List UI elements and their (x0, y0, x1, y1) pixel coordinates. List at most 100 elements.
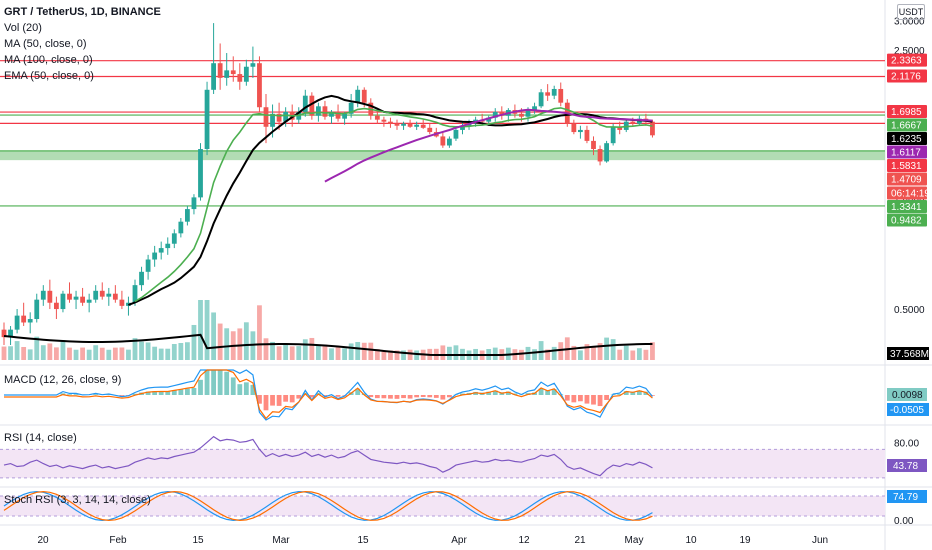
candle-body (420, 124, 426, 128)
candle-body (519, 113, 524, 117)
candle-body (224, 70, 230, 78)
volume-bar (414, 350, 420, 360)
candle-body (270, 113, 275, 127)
candle-body (630, 121, 636, 124)
volume-bar (257, 305, 262, 360)
candle-body (578, 129, 583, 133)
candle-body (584, 129, 590, 141)
volume-bar (636, 348, 642, 360)
time-tick-label: 20 (37, 535, 49, 546)
price-label-text: 1.6667 (891, 121, 922, 132)
macd-histogram-bar (597, 395, 603, 407)
volume-bar (165, 348, 171, 360)
macd-value-box (887, 388, 927, 401)
macd-histogram-bar (407, 395, 413, 399)
candle-body (610, 126, 616, 144)
volume-bar (322, 344, 328, 360)
volume-bar (8, 346, 13, 360)
macd-histogram-bar (388, 395, 393, 399)
macd-histogram-bar (152, 391, 158, 395)
macd-histogram-bar (73, 394, 79, 395)
volume-bar (237, 328, 243, 360)
candle-body (486, 117, 492, 122)
macd-histogram-bar (473, 391, 478, 395)
candle-body (119, 299, 125, 306)
macd-histogram-bar (178, 389, 184, 395)
candle-body (165, 243, 171, 249)
macd-histogram-bar (617, 394, 623, 395)
candle-body (8, 329, 13, 338)
candle-body (388, 121, 393, 124)
volume-bar (21, 347, 27, 360)
price-label-box (887, 159, 927, 173)
volume-bar (112, 347, 118, 360)
candle-body (604, 143, 609, 162)
macd-histogram-bar (623, 391, 629, 395)
candle-body (394, 123, 400, 126)
candle-body (27, 319, 33, 323)
macd-histogram-bar (420, 395, 426, 397)
volume-bar (519, 349, 524, 360)
price-label-text: 1.6117 (891, 148, 921, 159)
volume-bar (368, 342, 374, 360)
price-label-box (887, 118, 927, 132)
candle-body (342, 113, 347, 119)
price-label-text: 1.4709 (891, 175, 922, 186)
macd-label: MACD (12, 26, close, 9) (4, 374, 122, 386)
candle-body (14, 315, 20, 330)
candle-body (139, 271, 144, 286)
price-label-box (887, 186, 927, 200)
stoch-d-line (3, 490, 653, 522)
macd-histogram-bar (368, 395, 374, 398)
price-label-box (887, 69, 927, 83)
volume-bar (545, 349, 551, 360)
time-tick-label: 15 (192, 535, 204, 546)
candle-body (80, 296, 85, 303)
volume-bar (106, 349, 112, 360)
volume-bar (407, 349, 413, 360)
candle-body (34, 299, 40, 320)
candle-body (1, 329, 7, 338)
candle-body (73, 296, 79, 300)
volume-bar (492, 347, 498, 360)
candle-body (217, 63, 223, 78)
candle-body (329, 111, 334, 117)
time-tick-label: 10 (685, 535, 697, 546)
volume-bar (204, 300, 210, 360)
candle-body (492, 111, 498, 118)
price-label-text: 1.3341 (891, 202, 922, 213)
candle-body (623, 121, 629, 130)
volume-bar (453, 345, 459, 360)
rsi-tick-label: 80.00 (894, 438, 919, 449)
candle-body (40, 290, 46, 300)
price-label-box (887, 132, 927, 146)
volume-bar (132, 338, 138, 360)
candle-body (152, 252, 158, 260)
candle-body (558, 88, 564, 103)
macd-histogram-bar (132, 393, 138, 395)
candle-body (348, 102, 354, 114)
volume-bar (355, 342, 361, 360)
volume-bar (558, 342, 564, 360)
macd-histogram-bar (643, 391, 649, 395)
volume-bar (401, 350, 406, 360)
legend-ma50: MA (50, close, 0) (4, 38, 87, 50)
stoch-k-line (3, 490, 653, 522)
macd-histogram-bar (650, 395, 655, 396)
candle-body (60, 293, 66, 310)
volume-bar (47, 343, 53, 360)
stoch-band (0, 496, 885, 516)
volume-bar (551, 346, 557, 360)
volume-bar (623, 345, 629, 360)
volume-bar (440, 345, 446, 360)
volume-bar (27, 349, 33, 360)
macd-histogram-bar (394, 395, 400, 399)
volume-bar (1, 346, 7, 360)
volume-bar (211, 312, 216, 360)
price-label-box (887, 53, 927, 67)
candle-body (316, 106, 321, 116)
macd-histogram-bar (427, 395, 433, 398)
candle-body (538, 92, 544, 107)
currency-badge[interactable]: USDT (897, 4, 925, 20)
